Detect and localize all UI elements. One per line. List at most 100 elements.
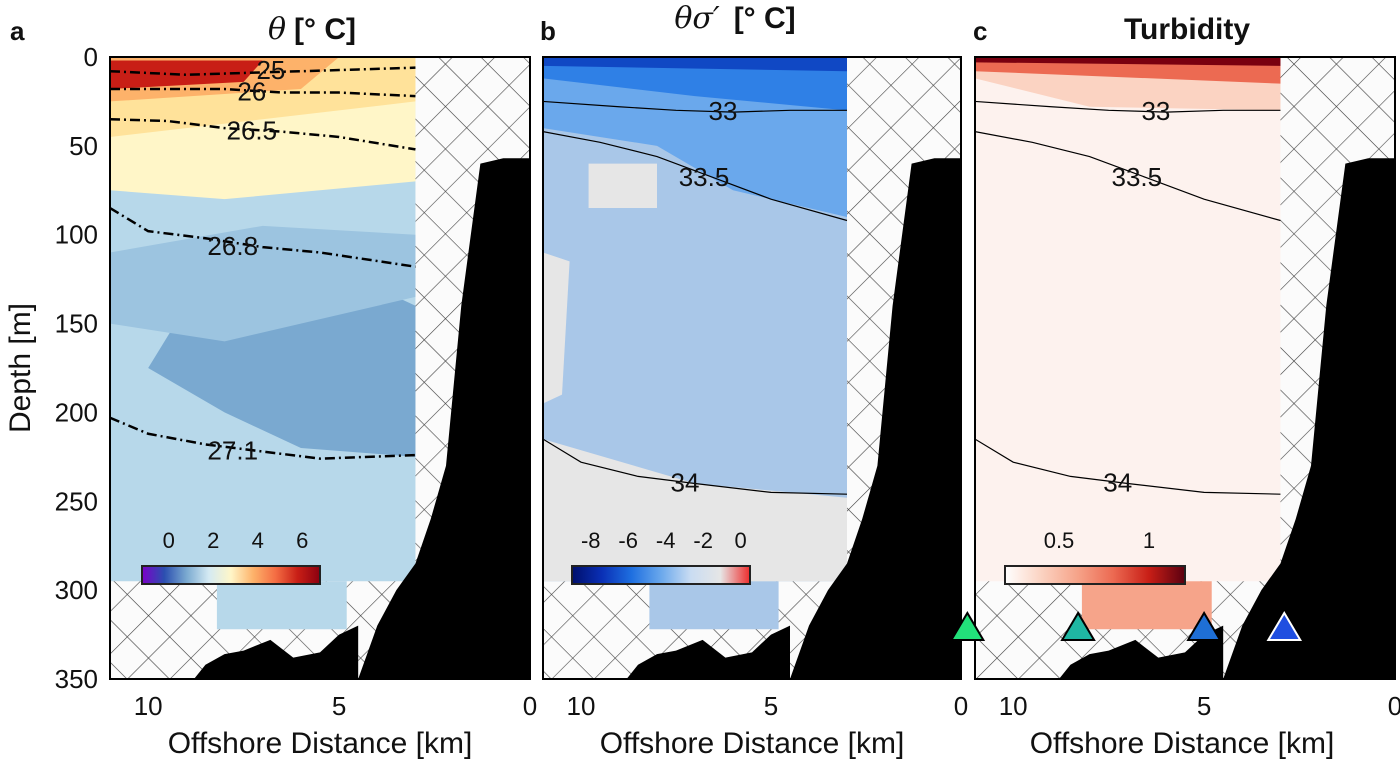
panel-c-colorbar-ticks: 0.5 1 [1044,528,1155,553]
station-markers [949,611,1303,641]
contour-line-26 [110,87,416,98]
contour-line-33 [543,100,847,113]
contour-label-27.1: 27.1 [207,436,258,466]
xtick-label: 5 [332,691,346,721]
panel-b-colorbar-ticks: -8 -6 -4 -2 0 [581,528,747,553]
xtick-label: 0 [523,691,537,721]
colorbar-tick-label: 6 [296,528,308,553]
contour-line-25 [110,66,416,77]
panel-b-colorbar [571,565,751,585]
contour-line-27.1 [110,416,416,460]
ytick-label: 200 [55,397,98,427]
field-anom-zero-edge [543,252,570,404]
colorbar-tick-label: -6 [618,528,638,553]
panel-a-title-units: [° C] [294,13,356,46]
panel-a-letter: a [10,16,25,46]
field-base [975,57,1281,582]
xtick-label: 5 [764,691,778,721]
panel-b-title: θσ′ [° C] [674,1,795,36]
field-anom-zero-patch [588,163,657,209]
panel-b-xticks: 10 5 0 [567,691,969,721]
contour-line-33 [975,100,1281,113]
panel-b-land [626,158,961,679]
panel-c-xticks: 10 5 0 [999,691,1400,721]
contour-label-26: 26 [237,77,266,107]
colorbar-tick-label: 2 [207,528,219,553]
station-marker [1186,611,1222,641]
colorbar-tick-label: 0.5 [1044,528,1075,553]
panel-c-frame [974,56,1396,680]
xtick-label: 0 [954,691,968,721]
xtick-label: 0 [1388,691,1400,721]
panel-b-title-units: [° C] [734,2,796,35]
field-anom-strong [543,57,847,111]
station-marker [1266,611,1303,641]
colorbar-tick-label: -4 [656,528,676,553]
contour-label-26.8: 26.8 [207,231,258,261]
panel-b: 33 33.5 34 10 5 0 Offshore Distance [km] b θ… [540,1,968,760]
panel-a-frame [109,56,531,680]
panel-a-field [110,57,416,630]
xtick-label: 10 [134,691,163,721]
ytick-label: 50 [69,131,98,161]
panel-a-ylabel: Depth [m] [4,303,37,433]
ytick-label: 0 [84,42,98,72]
contour-label-26.5: 26.5 [227,116,278,146]
panel-a-colorbar-ticks: 0 2 4 6 [163,528,309,553]
contour-label-33.5: 33.5 [679,162,730,192]
ytick-label: 300 [55,575,98,605]
panel-b-letter: b [540,16,556,46]
field-anom-zero [543,439,847,582]
field-deep-cast [216,581,347,630]
station-marker [949,611,986,641]
field-cool-band [110,225,416,342]
panel-a-xlabel: Offshore Distance [km] [168,727,473,760]
contour-line-34 [543,438,848,495]
field-turb-max [975,57,1281,66]
colorbar-tick-label: 4 [252,528,264,553]
panel-a-xticks: 10 5 0 [134,691,538,721]
colorbar-tick-label: 0 [163,528,175,553]
panel-b-xlabel: Offshore Distance [km] [600,727,905,760]
xtick-label: 5 [1197,691,1211,721]
panel-c-land [1059,158,1395,679]
field-deep-cast [649,581,779,630]
colorbar-tick-label: -2 [693,528,713,553]
station-marker [1060,611,1096,641]
contour-line-26.5 [110,117,416,151]
field-deep-cast [1081,581,1212,630]
contour-line-34 [975,438,1281,495]
contour-line-33.5 [975,131,1281,222]
panel-b-contours: 33 33.5 34 [543,96,848,498]
panel-a-title-symbol: θ [268,12,286,47]
contour-label-33: 33 [709,96,738,126]
ytick-label: 250 [55,486,98,516]
contour-label-33.5: 33.5 [1112,162,1163,192]
panel-c-field [975,57,1281,630]
panel-b-field [543,57,847,630]
panel-a-colorbar [141,565,321,585]
contour-label-33: 33 [1141,96,1170,126]
panel-a-title: θ [° C] [268,12,356,47]
panel-c-colorbar [1004,565,1186,585]
colorbar-tick-label: 0 [735,528,747,553]
panel-c-xlabel: Offshore Distance [km] [1030,727,1335,760]
field-anom-strongest [543,57,847,72]
ytick-label: 100 [55,220,98,250]
xtick-label: 10 [999,691,1028,721]
panel-b-title-symbol: θσ′ [674,1,720,36]
panel-c-contours: 33 33.5 34 [975,96,1281,498]
contour-label-25: 25 [256,55,285,85]
panel-b-frame [542,56,962,680]
panel-a-land [194,158,530,679]
xtick-label: 10 [567,691,596,721]
panel-a-yticks: 0 50 100 150 200 250 300 350 [55,42,98,694]
contour-label-34: 34 [671,468,700,498]
ytick-label: 350 [55,664,98,694]
field-layer-hottest [110,60,263,89]
contour-line-33.5 [543,131,848,222]
